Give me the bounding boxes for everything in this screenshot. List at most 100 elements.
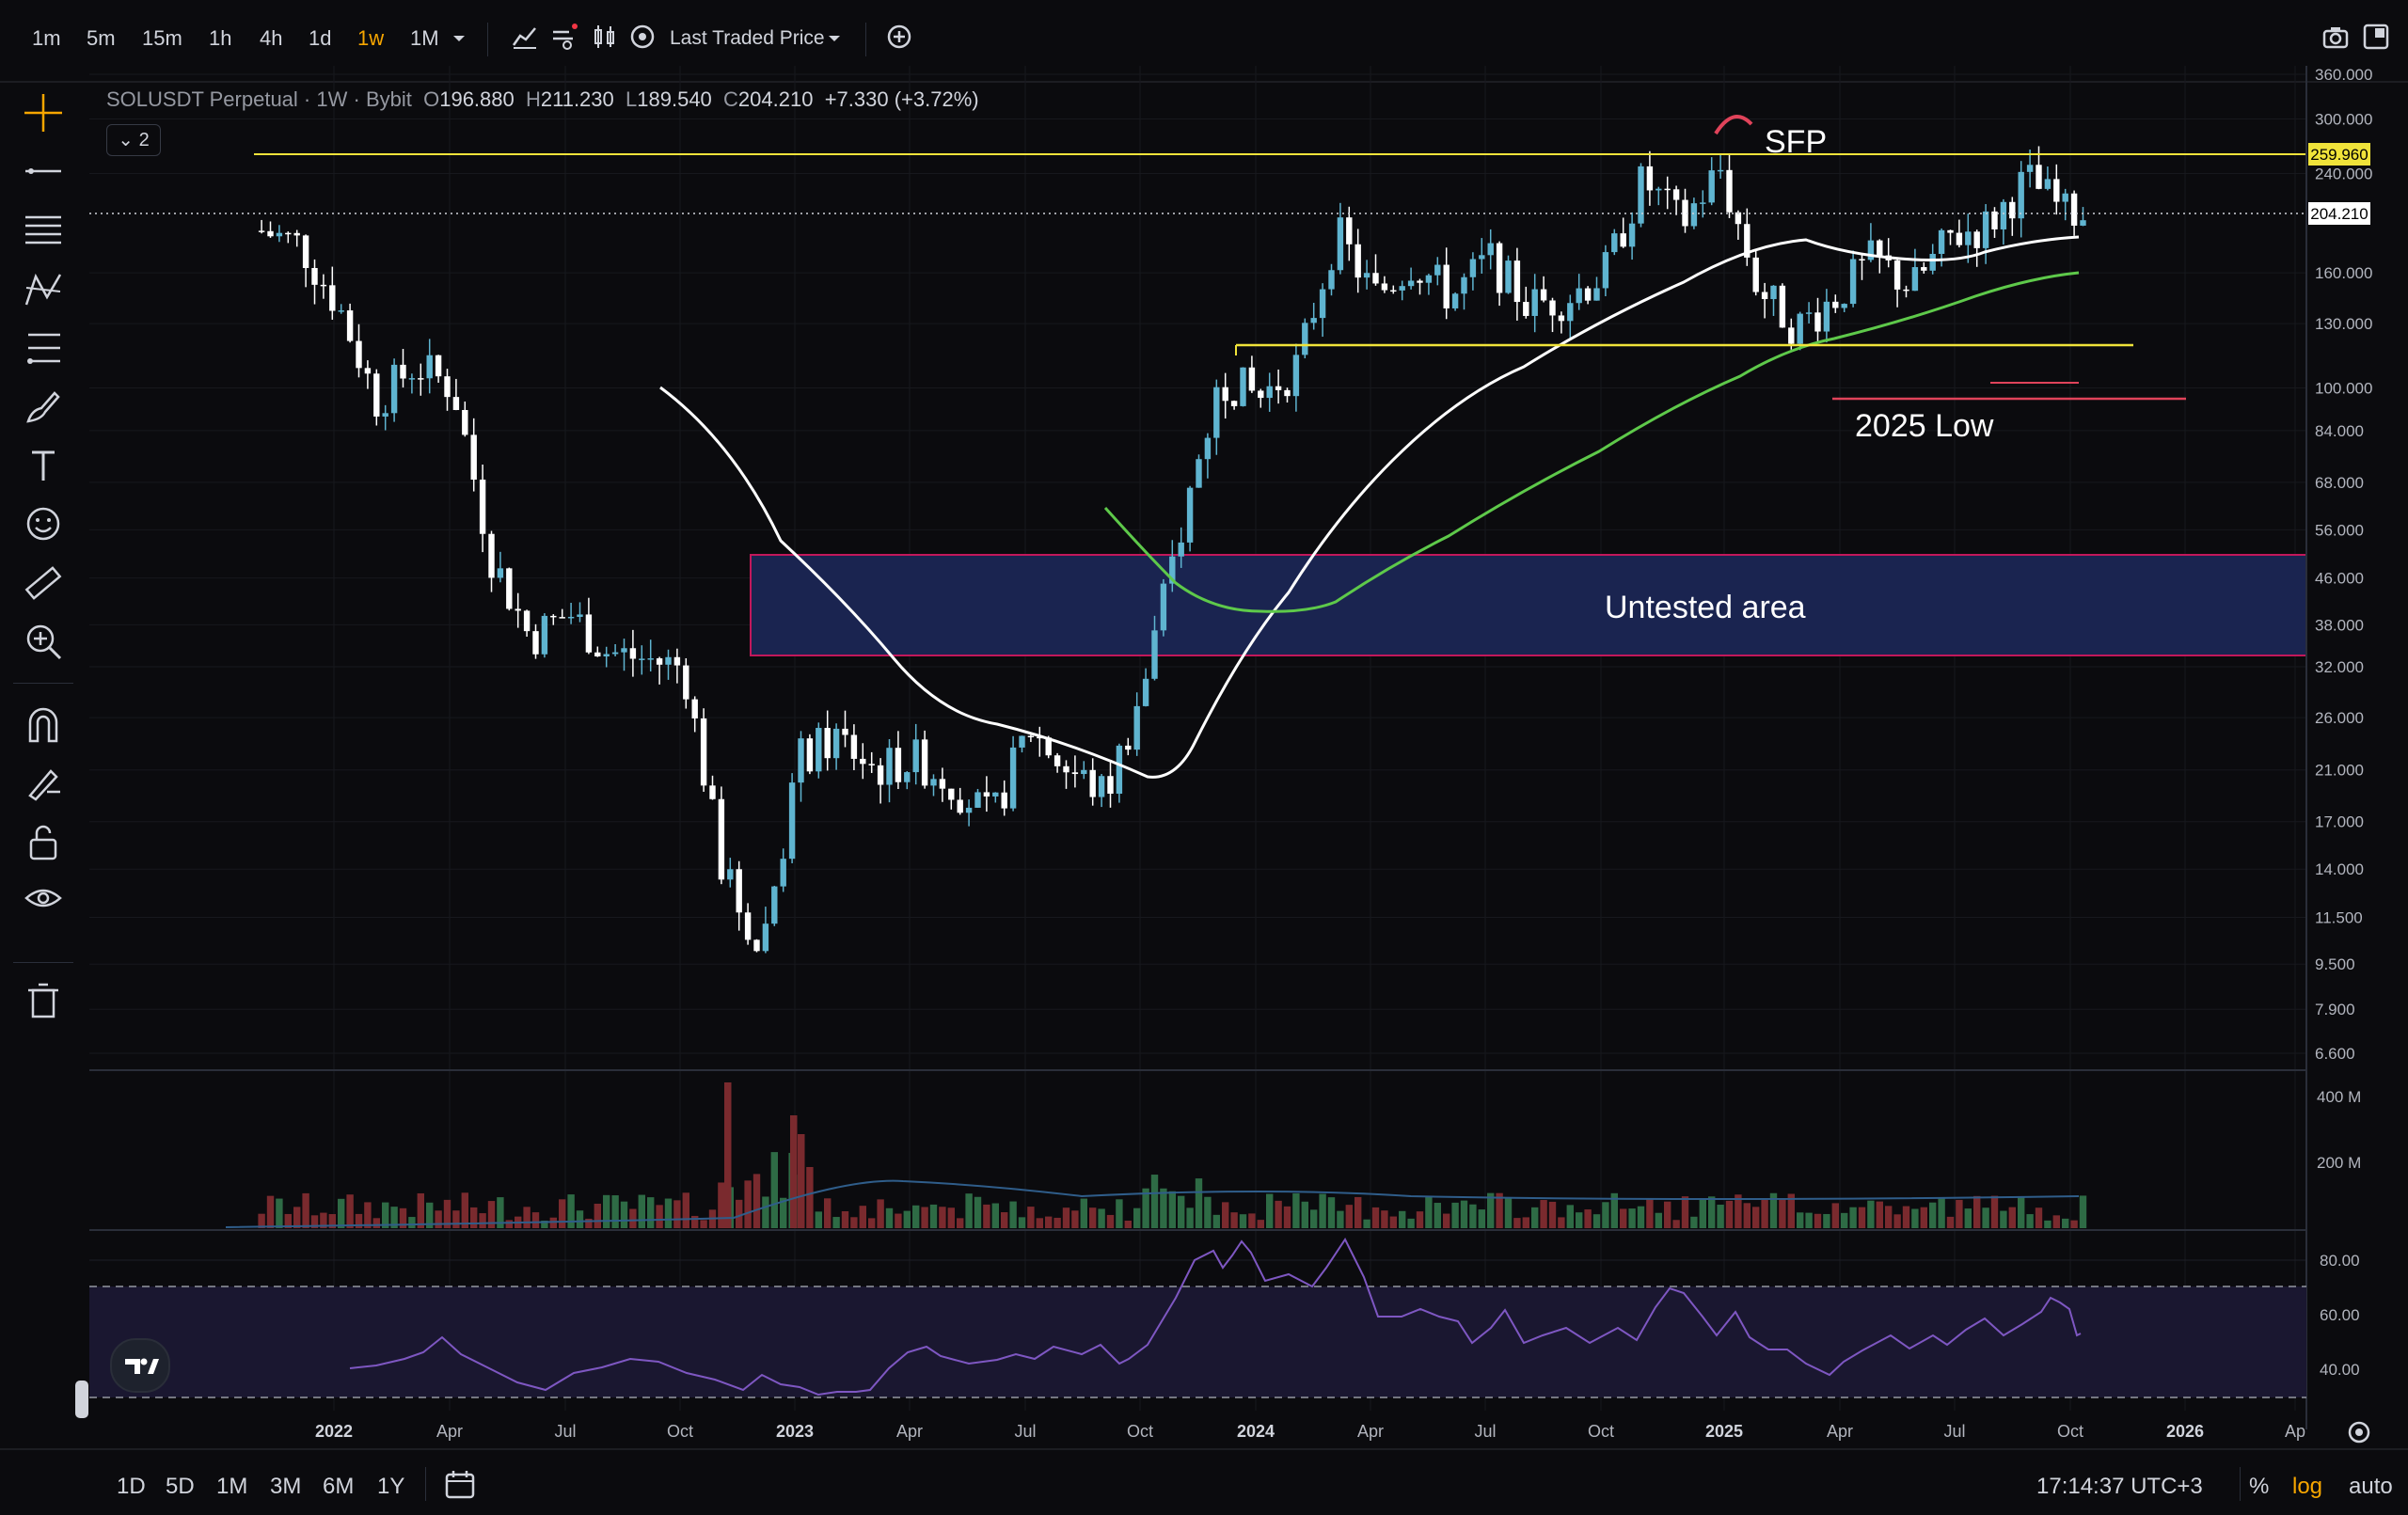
candle-body <box>948 788 955 800</box>
price-tick: 14.000 <box>2315 860 2364 878</box>
timeframe-1m[interactable]: 1m <box>32 26 61 50</box>
candle-body <box>832 728 840 759</box>
timeframe-1M[interactable]: 1M <box>410 26 439 50</box>
range-5d[interactable]: 5D <box>166 1474 195 1499</box>
clock-timezone[interactable]: 17:14:37 UTC+3 <box>2036 1474 2203 1499</box>
fullscreen-icon[interactable] <box>2362 23 2390 51</box>
candle-body <box>594 652 601 657</box>
pane-resize-handle[interactable] <box>75 1381 88 1418</box>
trash-icon[interactable] <box>23 981 64 1022</box>
candle-body <box>1567 303 1574 322</box>
crosshair-icon[interactable] <box>23 92 64 134</box>
candle-body <box>860 758 866 765</box>
timeframe-4h[interactable]: 4h <box>260 26 283 50</box>
volume-bar <box>1160 1188 1167 1228</box>
lock-icon[interactable] <box>23 821 64 862</box>
time-tick: 2025 <box>1705 1422 1743 1441</box>
volume-bar <box>585 1218 593 1228</box>
timeframe-1d[interactable]: 1d <box>309 26 332 50</box>
fib-icon[interactable] <box>23 327 64 369</box>
range-1m[interactable]: 1M <box>216 1474 248 1499</box>
timeframe-5m[interactable]: 5m <box>87 26 116 50</box>
candle-body <box>1682 199 1688 227</box>
candle-body <box>1222 387 1228 402</box>
candle-body <box>1690 203 1698 227</box>
legend-collapse-button[interactable]: ⌄ 2 <box>106 124 161 156</box>
candles-icon[interactable] <box>591 23 619 51</box>
candle-body <box>1479 255 1485 260</box>
candle-body <box>965 807 973 813</box>
draw-mode-icon[interactable] <box>23 762 64 803</box>
volume-bar <box>806 1166 814 1228</box>
candle-body <box>1399 286 1405 291</box>
emoji-icon[interactable] <box>23 503 64 544</box>
candle-body <box>1310 318 1317 324</box>
timeframe-15m[interactable]: 15m <box>142 26 182 50</box>
magnet-icon[interactable] <box>23 703 64 745</box>
volume-bar <box>1381 1210 1388 1228</box>
candle-body <box>992 792 999 797</box>
time-tick: Oct <box>1588 1422 1614 1441</box>
volume-bar <box>1478 1209 1485 1228</box>
candle-body <box>1461 276 1467 294</box>
camera-icon[interactable] <box>2321 23 2350 51</box>
price-source-label[interactable]: Last Traded Price <box>670 27 825 49</box>
candle-body <box>1407 280 1415 287</box>
volume-bar <box>1487 1192 1495 1228</box>
line-chart-icon[interactable] <box>511 23 539 51</box>
horizontal-lines-icon[interactable] <box>23 210 64 251</box>
price-tick: 6.600 <box>2315 1045 2355 1063</box>
timeframe-1w[interactable]: 1w <box>357 26 385 50</box>
zoom-in-icon[interactable] <box>23 621 64 662</box>
volume-bar <box>1045 1216 1053 1228</box>
range-3m[interactable]: 3M <box>270 1474 302 1499</box>
candle-body <box>382 413 388 417</box>
add-circle-icon[interactable] <box>885 23 913 51</box>
text-icon[interactable] <box>23 445 64 486</box>
volume-bar <box>452 1210 460 1228</box>
candle-body <box>2036 165 2042 189</box>
candle-body <box>1584 288 1592 301</box>
log-toggle[interactable]: log <box>2292 1474 2323 1499</box>
chevron-down-icon[interactable] <box>826 30 843 47</box>
chevron-down-icon[interactable] <box>450 28 468 47</box>
time-tick: Jul <box>1014 1422 1036 1441</box>
volume-bar <box>399 1207 407 1228</box>
candle-body <box>470 434 477 481</box>
auto-toggle[interactable]: auto <box>2349 1474 2393 1499</box>
candle-body <box>974 792 981 808</box>
untested-zone[interactable] <box>750 554 2307 656</box>
range-1y[interactable]: 1Y <box>377 1474 405 1499</box>
price-source-icon[interactable] <box>628 23 657 51</box>
pattern-icon[interactable] <box>23 269 64 310</box>
timeframe-1h[interactable]: 1h <box>209 26 232 50</box>
volume-bar <box>957 1218 964 1228</box>
candle-body <box>293 232 300 236</box>
ruler-icon[interactable] <box>23 562 64 604</box>
percent-toggle[interactable]: % <box>2249 1474 2270 1499</box>
volume-bar <box>1938 1197 1945 1228</box>
volume-bar <box>1592 1214 1601 1228</box>
symbol-name[interactable]: SOLUSDT Perpetual <box>106 87 298 111</box>
candle-body <box>1248 367 1256 391</box>
tradingview-logo[interactable] <box>110 1338 170 1393</box>
brush-icon[interactable] <box>23 386 64 427</box>
candle-body <box>1531 289 1538 316</box>
indicators-icon[interactable] <box>550 23 578 51</box>
candle-body <box>1646 166 1654 191</box>
volume-bar <box>1496 1192 1503 1228</box>
settings-icon[interactable] <box>2348 1421 2370 1444</box>
candle-body <box>1230 401 1238 406</box>
volume-bar <box>815 1211 822 1228</box>
candle-body <box>302 235 309 269</box>
candle-body <box>1921 267 1927 271</box>
candle-body <box>780 859 786 887</box>
eye-icon[interactable] <box>23 879 64 921</box>
calendar-range-icon[interactable] <box>444 1469 476 1501</box>
trend-line-icon[interactable] <box>23 150 64 192</box>
candle-body <box>1991 211 1998 229</box>
range-1d[interactable]: 1D <box>117 1474 146 1499</box>
candle-body <box>1196 459 1202 488</box>
range-6m[interactable]: 6M <box>323 1474 355 1499</box>
